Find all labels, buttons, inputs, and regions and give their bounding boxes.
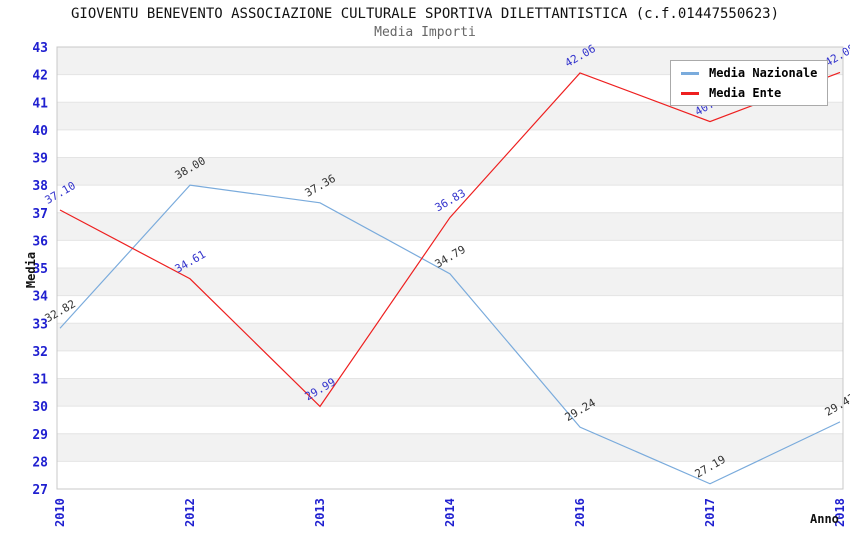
grid-band <box>57 240 843 268</box>
legend-item-media-ente: Media Ente <box>681 86 817 100</box>
y-tick-label: 41 <box>32 96 48 111</box>
grid-band <box>57 268 843 296</box>
y-tick-label: 40 <box>32 124 48 139</box>
legend-label-media-nazionale: Media Nazionale <box>709 66 818 80</box>
y-tick-label: 39 <box>32 152 48 167</box>
chart-title: GIOVENTU BENEVENTO ASSOCIAZIONE CULTURAL… <box>70 6 779 22</box>
y-tick-label: 33 <box>32 317 48 332</box>
x-tick-label: 2016 <box>573 498 587 527</box>
grid-band <box>57 185 843 213</box>
x-tick-label: 2013 <box>313 498 327 527</box>
grid-band <box>57 323 843 351</box>
x-tick-label: 2018 <box>833 498 847 527</box>
x-tick-label: 2012 <box>183 498 197 527</box>
plot-border <box>56 46 844 490</box>
x-axis-title: Anno <box>810 512 839 526</box>
grid-band <box>57 157 843 186</box>
grid-band <box>57 433 843 462</box>
y-tick-label: 43 <box>32 41 48 56</box>
y-tick-label: 38 <box>32 179 48 194</box>
legend-swatch-media-ente <box>681 91 699 95</box>
grid-band <box>57 378 843 407</box>
y-tick-label: 35 <box>32 262 48 277</box>
y-axis-title: Media <box>24 251 38 289</box>
grid-band <box>57 461 843 489</box>
y-tick-label: 32 <box>32 345 48 360</box>
grid-band <box>57 295 843 324</box>
y-tick-label: 36 <box>32 234 48 249</box>
y-tick-label: 42 <box>32 69 48 84</box>
series-line-media-nazionale <box>59 184 841 485</box>
grid-band <box>57 406 843 434</box>
grid-band <box>57 350 843 379</box>
y-tick-label: 27 <box>32 483 48 498</box>
chart-subtitle: Media Importi <box>374 25 476 40</box>
grid-band <box>57 102 843 130</box>
y-tick-label: 30 <box>32 400 48 415</box>
legend-swatch-media-nazionale <box>681 71 699 75</box>
y-tick-label: 31 <box>32 373 48 388</box>
y-tick-label: 37 <box>32 207 48 222</box>
y-tick-label: 29 <box>32 428 48 443</box>
series-line-media-ente <box>59 71 841 408</box>
y-tick-label: 34 <box>32 290 48 305</box>
x-tick-label: 2014 <box>443 498 457 527</box>
legend-label-media-ente: Media Ente <box>709 86 782 100</box>
legend: Media Nazionale Media Ente <box>670 60 829 106</box>
y-tick-label: 28 <box>32 455 48 470</box>
x-tick-label: 2017 <box>703 498 717 527</box>
legend-item-media-nazionale: Media Nazionale <box>681 66 817 80</box>
x-tick-label: 2010 <box>53 498 67 527</box>
grid-band <box>57 129 843 158</box>
